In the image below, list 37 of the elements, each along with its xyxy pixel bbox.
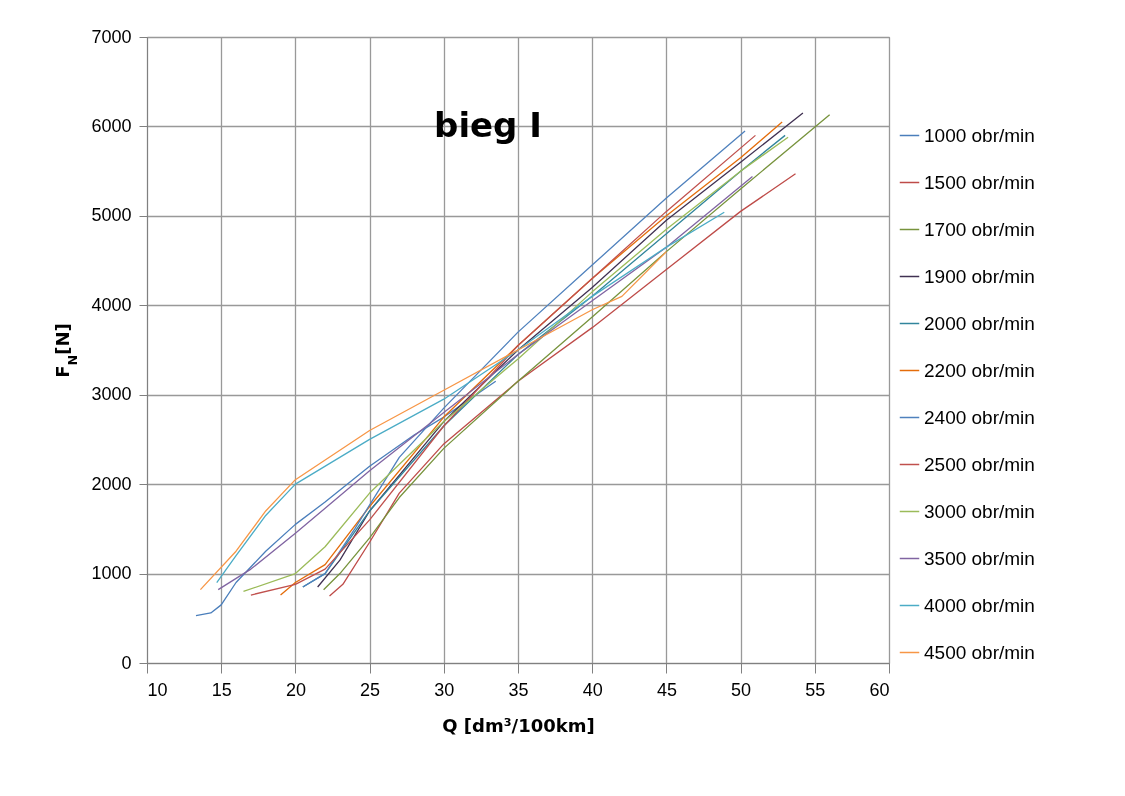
- y-tick-label: 5000: [91, 205, 132, 226]
- text: bieg I: [434, 105, 542, 145]
- y-tick-label: 7000: [91, 26, 132, 47]
- x-tick-label: 60: [869, 679, 890, 700]
- x-tick-label: 55: [805, 679, 826, 700]
- line-series: [216, 211, 725, 584]
- x-tick-label: 40: [582, 679, 603, 700]
- x-tick-label: 25: [360, 679, 381, 700]
- y-tick-label: 2000: [91, 473, 132, 494]
- legend-label: 3500 obr/min: [924, 547, 1035, 569]
- legend-label: 3000 obr/min: [924, 500, 1035, 522]
- legend-label: 2400 obr/min: [924, 406, 1035, 428]
- legend-label: 1500 obr/min: [924, 171, 1035, 193]
- legend-label: 4000 obr/min: [924, 594, 1035, 616]
- line-series: [217, 175, 754, 591]
- x-tick-label: 30: [434, 679, 455, 700]
- y-tick-label: 4000: [91, 294, 132, 315]
- x-tick-label: 45: [656, 679, 677, 700]
- x-tick-label: 10: [147, 679, 168, 700]
- legend-label: 1700 obr/min: [924, 218, 1035, 240]
- x-tick-label: 20: [285, 679, 306, 700]
- x-tick-label: 35: [508, 679, 529, 700]
- legend-label: 2200 obr/min: [924, 359, 1035, 381]
- legend-label: 2500 obr/min: [924, 453, 1035, 475]
- x-tick-label: 15: [211, 679, 232, 700]
- legend-label: 1900 obr/min: [924, 265, 1035, 287]
- legend-label: 2000 obr/min: [924, 312, 1035, 334]
- y-tick-label: 0: [121, 652, 132, 673]
- y-tick-label: 3000: [91, 384, 132, 405]
- legend-label: 4500 obr/min: [924, 641, 1035, 663]
- legend-label: 1000 obr/min: [924, 124, 1035, 146]
- x-axis-title: Q [dm³/100km]: [442, 714, 595, 736]
- line-series: [199, 250, 668, 591]
- line-series: [328, 173, 797, 597]
- y-tick-label: 1000: [91, 563, 132, 584]
- x-tick-label: 50: [731, 679, 752, 700]
- y-tick-label: 6000: [91, 115, 132, 136]
